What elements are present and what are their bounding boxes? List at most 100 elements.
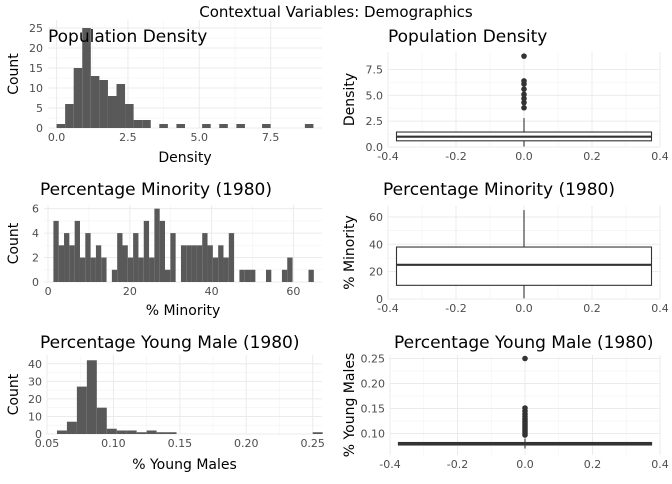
histogram-bar <box>287 257 293 282</box>
x-tick-label: 0.4 <box>651 302 669 315</box>
histogram-bar <box>136 432 147 434</box>
histogram-bar <box>159 124 168 128</box>
y-tick-label: 0.15 <box>361 403 386 416</box>
x-tick-label: 40 <box>205 285 219 298</box>
histogram-bar <box>116 84 126 128</box>
histogram-bar <box>111 269 118 282</box>
x-tick-label: 0 <box>45 285 52 298</box>
histogram-bar <box>281 269 288 282</box>
histogram-bar <box>250 269 256 282</box>
outlier-point <box>521 53 527 59</box>
y-tick-label: 5 <box>36 102 43 115</box>
histogram-bar <box>86 360 97 434</box>
histogram-bar <box>126 430 137 434</box>
histogram-bars <box>56 360 323 434</box>
histogram-bar <box>166 432 177 434</box>
histogram-bar <box>207 245 213 282</box>
y-axis-label: % Young Males <box>342 353 358 458</box>
histogram-bar <box>66 421 77 434</box>
histogram-bar <box>262 124 271 128</box>
y-tick-label: 0 <box>32 276 39 289</box>
histogram-bar <box>159 220 166 282</box>
x-tick-label: 0.20 <box>234 437 259 450</box>
y-tick-label: 20 <box>369 266 383 279</box>
histogram-bar <box>219 124 228 128</box>
histogram-bar <box>106 428 117 434</box>
x-tick-label: 0.0 <box>515 302 533 315</box>
histogram-bar <box>99 80 108 128</box>
x-tick-label: 0.0 <box>48 131 66 144</box>
y-tick-label: 0.0 <box>366 141 384 154</box>
x-tick-label: 0.2 <box>583 302 601 315</box>
x-tick-label: 0.0 <box>516 458 534 471</box>
y-axis-label: % Minority <box>342 215 358 290</box>
histogram-bar <box>312 432 323 434</box>
histogram-bar <box>85 233 91 282</box>
y-tick-label: 15 <box>29 62 43 75</box>
x-tick-label: 0.10 <box>101 437 126 450</box>
x-tick-label: 7.5 <box>262 131 280 144</box>
y-tick-label: 2 <box>32 252 39 265</box>
x-axis-label: Density <box>158 150 211 166</box>
histogram-bar <box>265 269 272 282</box>
x-axis-label: % Minority <box>146 303 221 319</box>
y-tick-label: 0.20 <box>361 378 386 391</box>
y-tick-label: 10 <box>29 82 43 95</box>
y-tick-label: 7.5 <box>366 64 384 77</box>
x-tick-label: 0.25 <box>300 437 325 450</box>
x-tick-label: 0.05 <box>35 437 60 450</box>
histogram-bar <box>244 269 251 282</box>
histogram-bar <box>143 220 150 282</box>
histogram-bar <box>218 245 224 282</box>
outlier-point <box>522 355 528 362</box>
histogram-bar <box>142 120 151 128</box>
histogram-bar <box>90 257 96 282</box>
histogram-bars <box>53 208 314 282</box>
y-tick-label: 40 <box>28 358 42 371</box>
y-tick-label: 6 <box>32 203 39 216</box>
y-tick-label: 0.25 <box>361 353 386 366</box>
histogram-bar <box>79 257 86 282</box>
y-tick-label: 20 <box>29 42 43 55</box>
x-tick-label: -0.2 <box>445 150 466 163</box>
x-tick-label: 0.0 <box>515 150 533 163</box>
x-tick-label: -0.2 <box>445 302 466 315</box>
figure-title: Contextual Variables: Demographics <box>199 3 473 21</box>
histogram-bar <box>117 233 123 282</box>
histogram-bar <box>202 233 208 282</box>
x-axis-label: % Young Males <box>132 457 237 473</box>
histogram-bar <box>69 245 75 282</box>
outlier-point <box>521 86 527 92</box>
y-tick-label: 40 <box>369 238 383 251</box>
x-tick-label: -0.4 <box>379 458 400 471</box>
outlier-point <box>521 78 527 84</box>
y-axis-label: Density <box>342 73 358 126</box>
y-tick-label: 60 <box>369 211 383 224</box>
histogram-bar <box>53 220 59 282</box>
histogram-bar <box>101 257 107 282</box>
histogram-bar <box>186 245 192 282</box>
youngmale-boxplot-panel: -0.4 -0.2 0.0 0.2 0.4 0.10 0.15 0.20 0.25 Percent… <box>342 333 669 471</box>
histogram-bar <box>154 208 160 282</box>
outliers <box>521 53 527 111</box>
outlier-point <box>521 91 527 98</box>
y-axis-label: Count <box>6 53 22 95</box>
y-axis-label: Count <box>6 373 22 415</box>
histogram-bar <box>223 257 229 282</box>
x-tick-label: 0.4 <box>651 458 669 471</box>
histogram-bar <box>156 432 167 434</box>
density-histogram-panel: 0.0 2.5 5.0 7.5 0 5 10 15 20 25 Population Density… <box>6 20 322 166</box>
y-tick-label: 4 <box>32 227 39 240</box>
y-tick-label: 5.0 <box>366 89 384 102</box>
histogram-bar <box>176 124 185 128</box>
density-boxplot-panel: -0.4 -0.2 0.0 0.2 0.4 0.0 2.5 5.0 7.5 Population … <box>342 27 669 163</box>
histogram-bar <box>116 430 127 434</box>
histogram-bar <box>239 269 245 282</box>
histogram-bar <box>82 28 91 128</box>
y-tick-label: 0 <box>35 428 42 441</box>
histogram-bar <box>125 104 134 128</box>
y-axis-label: Count <box>6 222 22 264</box>
histogram-bar <box>65 104 74 128</box>
histogram-bar <box>133 233 139 282</box>
